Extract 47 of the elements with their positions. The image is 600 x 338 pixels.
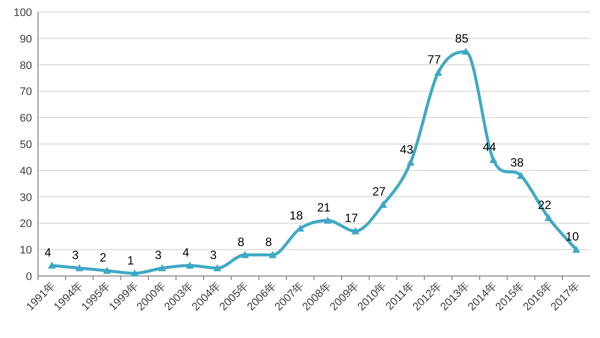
data-label: 8 (238, 234, 245, 249)
data-label: 2 (100, 250, 107, 265)
data-label: 1 (127, 253, 134, 268)
point (406, 158, 415, 166)
y-tick-label: 80 (20, 60, 32, 72)
data-label: 4 (44, 245, 52, 260)
point (434, 68, 442, 76)
point (489, 156, 498, 164)
point (517, 172, 525, 179)
point (130, 269, 139, 277)
point (103, 266, 111, 274)
y-tick-label: 100 (14, 7, 32, 19)
data-label: 77 (428, 52, 442, 67)
data-label: 18 (290, 208, 304, 222)
point (544, 214, 553, 222)
y-tick-label: 50 (20, 139, 32, 151)
point (351, 227, 360, 234)
data-label: 10 (566, 230, 580, 244)
data-label: 85 (455, 32, 469, 46)
data-label: 3 (210, 248, 218, 262)
point (48, 261, 56, 269)
y-tick-label: 20 (20, 218, 32, 230)
y-tick-label: 60 (20, 112, 32, 125)
data-label: 38 (510, 156, 524, 170)
y-tick-label: 10 (20, 244, 32, 257)
y-tick-label: 40 (20, 165, 32, 178)
data-label: 17 (344, 211, 358, 226)
data-label: 27 (372, 184, 386, 199)
y-tick-label: 30 (20, 192, 32, 204)
data-label: 21 (317, 200, 331, 215)
y-tick-label: 0 (26, 271, 32, 283)
y-tick-label: 90 (20, 33, 32, 46)
point (75, 264, 84, 272)
y-tick-label: 70 (20, 86, 32, 98)
point (572, 246, 580, 253)
point (379, 200, 387, 208)
data-label: 8 (265, 234, 272, 249)
point (158, 264, 166, 272)
point (268, 250, 277, 258)
point (213, 264, 222, 272)
data-label: 43 (400, 142, 414, 156)
data-label: 3 (72, 248, 80, 262)
point (241, 250, 249, 258)
data-label: 4 (182, 245, 190, 260)
data-label: 3 (154, 248, 162, 262)
point (324, 216, 332, 224)
point (186, 261, 194, 269)
